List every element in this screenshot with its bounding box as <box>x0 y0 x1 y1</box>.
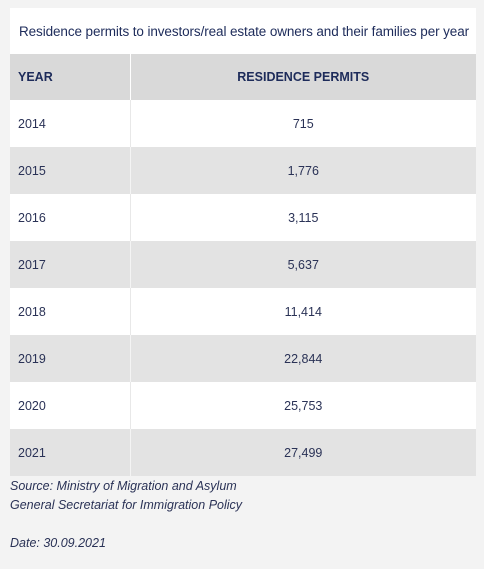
table-row: 2018 11,414 <box>10 288 476 335</box>
cell-permits: 27,499 <box>130 429 476 476</box>
table-row: 2019 22,844 <box>10 335 476 382</box>
table-card: Residence permits to investors/real esta… <box>10 8 476 476</box>
table-row: 2020 25,753 <box>10 382 476 429</box>
cell-year: 2021 <box>10 429 131 476</box>
cell-year: 2017 <box>10 241 131 288</box>
cell-permits: 715 <box>130 100 476 147</box>
cell-permits: 25,753 <box>130 382 476 429</box>
table-body: 2014 715 2015 1,776 2016 3,115 2017 5,637 2018 11… <box>10 100 476 476</box>
table-row: 2014 715 <box>10 100 476 147</box>
cell-year: 2018 <box>10 288 131 335</box>
date-note: Date: 30.09.2021 <box>10 536 106 550</box>
table-row: 2017 5,637 <box>10 241 476 288</box>
cell-year: 2016 <box>10 194 131 241</box>
table-title: Residence permits to investors/real esta… <box>10 8 476 54</box>
cell-year: 2014 <box>10 100 131 147</box>
cell-year: 2020 <box>10 382 131 429</box>
source-line-1: Source: Ministry of Migration and Asylum <box>10 479 237 493</box>
cell-year: 2015 <box>10 147 131 194</box>
cell-permits: 11,414 <box>130 288 476 335</box>
table-row: 2016 3,115 <box>10 194 476 241</box>
column-header-year: YEAR <box>10 54 131 100</box>
table-header-row: YEAR RESIDENCE PERMITS <box>10 54 476 100</box>
source-note: Source: Ministry of Migration and Asylum… <box>10 477 242 515</box>
table-row: 2015 1,776 <box>10 147 476 194</box>
cell-permits: 22,844 <box>130 335 476 382</box>
cell-year: 2019 <box>10 335 131 382</box>
column-header-permits: RESIDENCE PERMITS <box>130 54 476 100</box>
cell-permits: 3,115 <box>130 194 476 241</box>
cell-permits: 5,637 <box>130 241 476 288</box>
cell-permits: 1,776 <box>130 147 476 194</box>
permits-table: YEAR RESIDENCE PERMITS 2014 715 2015 1,776 2… <box>10 54 476 476</box>
table-row: 2021 27,499 <box>10 429 476 476</box>
source-line-2: General Secretariat for Immigration Poli… <box>10 498 243 512</box>
